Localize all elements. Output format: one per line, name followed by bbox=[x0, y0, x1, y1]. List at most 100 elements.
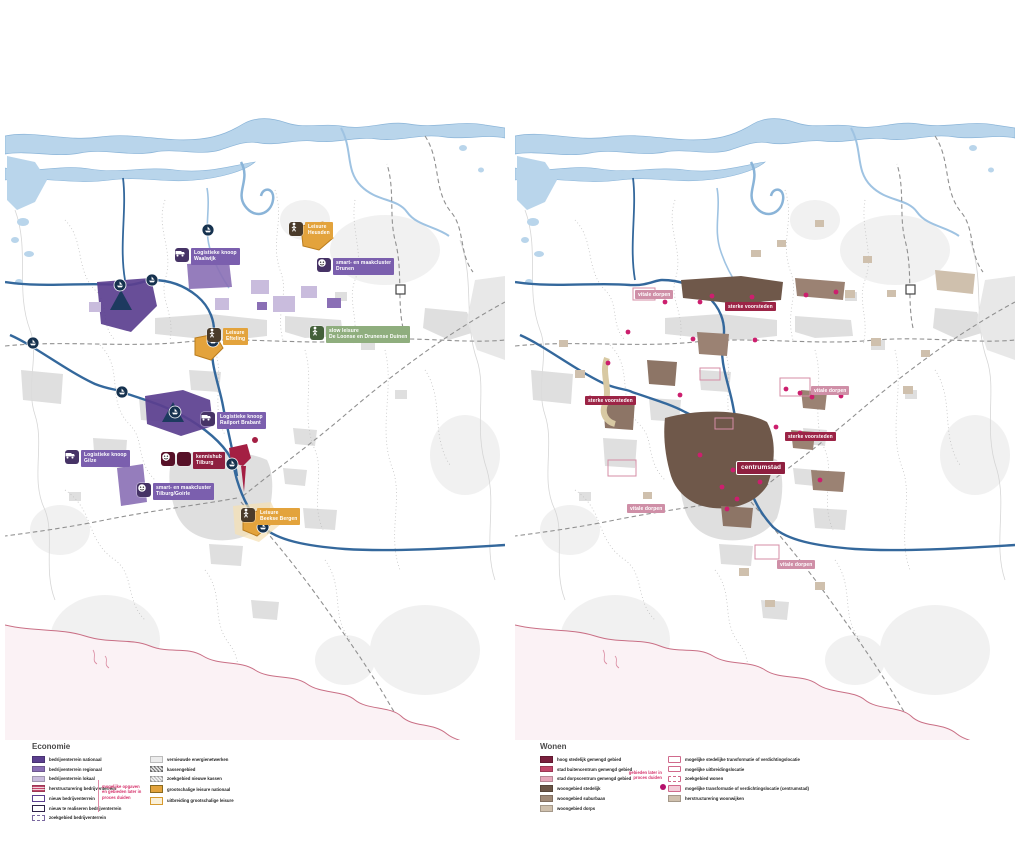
bedrijventerrein-lokaal bbox=[301, 286, 317, 298]
gray-light-swatch bbox=[150, 756, 163, 763]
legend-col-right: mogelijke stedelijke transformatie of ve… bbox=[668, 756, 809, 805]
sluis-icon bbox=[201, 223, 215, 237]
person-icon bbox=[209, 328, 215, 338]
verdichting-box bbox=[754, 544, 780, 560]
legend-item-label: kassengebied bbox=[167, 766, 196, 772]
maroon-swatch bbox=[540, 756, 553, 763]
slow-leisure-duinen-label: slow leisure De Loonse en Drunense Duine… bbox=[310, 326, 411, 343]
legend-item: bedrijventerrein regionaal bbox=[32, 765, 121, 773]
legend-item: herstructurering woonwijken bbox=[668, 795, 809, 802]
pink-outline-fill-swatch bbox=[668, 785, 681, 792]
purple-dark-swatch bbox=[32, 756, 45, 763]
legend-item-label: nieuw te realiseren bedrijventerrein bbox=[49, 805, 122, 811]
tan-swatch bbox=[540, 804, 553, 812]
face-icon bbox=[162, 452, 191, 466]
map-wonen: vitale dorpen sterke voorsteden sterke voo… bbox=[515, 40, 1015, 740]
verdichting-box bbox=[779, 377, 811, 397]
label-text: sterke voorsteden bbox=[725, 302, 776, 312]
station-marker-icon bbox=[395, 284, 406, 295]
label-text: Leisure Beekse Bergen bbox=[257, 508, 301, 525]
woongebied-drunen bbox=[795, 278, 845, 300]
kennishub-zone bbox=[241, 466, 246, 492]
sluis-icon bbox=[113, 278, 127, 292]
centrumstad-label: centrumstad bbox=[737, 462, 786, 475]
kennishub-tilburg-label: kennishub Tilburg bbox=[161, 452, 225, 469]
sterke-voorsteden-west-label: sterke voorsteden bbox=[585, 396, 636, 406]
sterke-voorsteden-oost-label: sterke voorsteden bbox=[785, 432, 836, 442]
woningbouw-locatie-dot bbox=[709, 293, 715, 299]
bedrijventerrein-regionaal bbox=[327, 298, 341, 308]
legend-item: zoekgebied nieuwe kassen bbox=[150, 775, 234, 783]
person-icon bbox=[243, 508, 249, 518]
woongebied-waalwijk bbox=[681, 276, 783, 304]
tan-swatch bbox=[668, 795, 681, 802]
leisure-efteling-label: Leisure Efteling bbox=[207, 328, 249, 345]
verdichting-box bbox=[699, 367, 721, 381]
woningbouw-locatie-dot bbox=[734, 496, 740, 502]
label-text: Leisure Efteling bbox=[223, 328, 249, 345]
pink-dashed-swatch bbox=[668, 775, 681, 783]
face-icon bbox=[317, 258, 331, 272]
legend-item: zoekgebied bedrijventerrein bbox=[32, 814, 121, 822]
woongebied-kaatsheuvel bbox=[697, 332, 729, 356]
person-icon bbox=[207, 328, 221, 342]
vitale-dorpen-noord-label: vitale dorpen bbox=[635, 290, 674, 300]
logistieke-knoop-railport-label: Logistieke knoop Railport Brabant bbox=[201, 412, 266, 429]
purple-swatch bbox=[32, 765, 45, 773]
legend-title: Wonen bbox=[540, 742, 567, 751]
person-icon bbox=[310, 326, 324, 340]
truck-icon bbox=[175, 251, 185, 257]
outline-bold-swatch bbox=[32, 804, 45, 812]
legend-col-right: vernieuwde energienetwerken kassengebied z… bbox=[150, 756, 234, 808]
legend-item: grootschalige leisure nationaal bbox=[150, 785, 234, 794]
bedrijventerrein-lokaal bbox=[89, 302, 101, 312]
truck-icon bbox=[65, 450, 79, 464]
legend-item-label: mogelijke stedelijke transformatie of ve… bbox=[685, 756, 800, 762]
label-text: slow leisure De Loonse en Drunense Duine… bbox=[326, 326, 411, 343]
legend-title: Economie bbox=[32, 742, 71, 751]
woningbouw-locatie-dot bbox=[749, 294, 755, 300]
legend-item: stad dorpscentrum gemengd gebied bbox=[540, 775, 632, 783]
woningbouw-locatie-dot bbox=[757, 479, 763, 485]
legend-item-label: woongebied stedelijk bbox=[557, 786, 601, 792]
label-text: sterke voorsteden bbox=[585, 396, 636, 406]
legend-item: uitbreiding grootschalige leisure bbox=[150, 796, 234, 805]
label-text: vitale dorpen bbox=[627, 504, 666, 514]
legend-note: gebieden later in proces duiden bbox=[628, 770, 662, 781]
legend-item: herstructurering bedrijventerrein bbox=[32, 785, 121, 792]
sterke-voorsteden-noord-label: sterke voorsteden bbox=[725, 302, 776, 312]
kennishub-zone bbox=[252, 437, 258, 443]
bedrijventerrein-lokaal bbox=[273, 296, 295, 312]
municipal-boundaries bbox=[574, 189, 961, 716]
person-icon bbox=[289, 222, 303, 236]
water bbox=[5, 118, 505, 289]
legend-item-label: stad dorpscentrum gemengd gebied bbox=[557, 776, 632, 782]
face-icon bbox=[137, 483, 151, 497]
legend-item-label: bedrijventerrein regionaal bbox=[49, 766, 102, 772]
legend-item: nieuw bedrijventerrein bbox=[32, 795, 121, 802]
woningbouw-locatie-dot bbox=[697, 299, 703, 305]
economie-overlay bbox=[26, 221, 341, 542]
legend-item-label: herstructurering bedrijventerrein bbox=[49, 786, 117, 792]
legend-item-label: mogelijke uitbreidingslocatie bbox=[685, 766, 745, 772]
label-text: Logistieke knoop Waalwijk bbox=[191, 248, 240, 265]
vitale-dorpen-oost-label: vitale dorpen bbox=[811, 386, 850, 396]
outline-swatch bbox=[32, 795, 45, 802]
bedrijventerrein-lokaal bbox=[251, 280, 269, 294]
legend-item: mogelijke transformatie of verdichtingsl… bbox=[668, 785, 809, 792]
stripe-dark-swatch bbox=[150, 765, 163, 773]
legend-item-label: hoog stedelijk gemengd gebied bbox=[557, 756, 622, 762]
legend-item-label: mogelijke transformatie of verdichtingsl… bbox=[685, 786, 809, 792]
woningbouw-locatie-dot bbox=[773, 424, 779, 430]
dashed-swatch bbox=[32, 814, 45, 822]
legend-item: kassengebied bbox=[150, 765, 234, 773]
legend-item: bedrijventerrein lokaal bbox=[32, 775, 121, 783]
bedrijventerrein-regionaal bbox=[257, 302, 267, 310]
legend-item: zoekgebied wonen bbox=[668, 775, 809, 783]
label-text: vitale dorpen bbox=[635, 290, 674, 300]
label-text: Logistieke knoop Railport Brabant bbox=[217, 412, 266, 429]
water bbox=[515, 118, 1015, 289]
legend-item: mogelijke stedelijke transformatie of ve… bbox=[668, 756, 809, 763]
sluis-icon bbox=[168, 405, 182, 419]
woongebied-tilburg bbox=[664, 411, 774, 509]
